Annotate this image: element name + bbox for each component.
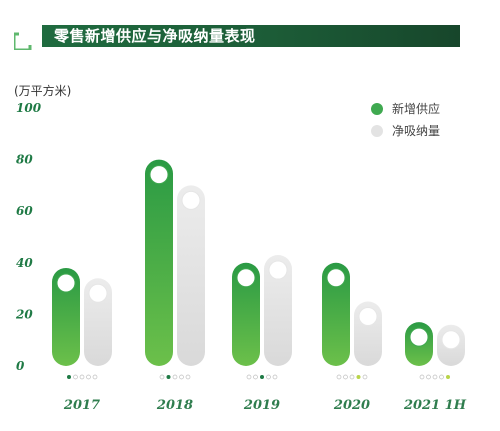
- bar-knob: [236, 268, 256, 288]
- x-tick-label: 2020: [333, 398, 370, 413]
- bar-supply-2021-1H: [405, 322, 433, 366]
- indicator-dot: [426, 374, 431, 380]
- bar-knob: [441, 330, 461, 350]
- indicator-dot: [79, 374, 85, 380]
- indicator-dot: [67, 375, 71, 379]
- bar-supply-2017: [52, 267, 80, 366]
- y-tick-label: 20: [15, 307, 33, 321]
- y-axis-unit: (万平方米): [14, 84, 72, 98]
- indicator-dot: [166, 375, 171, 379]
- legend-label-supply: 新增供应: [392, 101, 440, 116]
- chart-header: 零售新增供应与净吸纳量表现: [14, 22, 460, 50]
- bar-shape: [84, 278, 112, 366]
- bar-shape: [145, 159, 173, 366]
- title-band: [42, 25, 460, 47]
- bar-absorption-2017: [84, 278, 112, 366]
- bar-absorption-2019: [264, 255, 292, 366]
- legend-swatch-supply: [371, 103, 383, 115]
- indicator-dot: [343, 374, 348, 380]
- indicator-dot: [92, 374, 98, 380]
- indicator-dot: [439, 374, 444, 380]
- indicator-dot: [86, 374, 91, 380]
- x-tick-label: 2018: [156, 398, 193, 413]
- indicator-dot: [260, 375, 264, 379]
- bar-supply-2020: [322, 262, 350, 366]
- y-tick-label: 40: [16, 256, 33, 270]
- corner-bracket-icon: [14, 28, 36, 50]
- indicator-dot: [185, 374, 191, 380]
- legend-swatch-absorption: [371, 125, 383, 137]
- bar-knob: [88, 283, 108, 303]
- bar-shape: [232, 262, 260, 366]
- indicator-dot: [356, 375, 361, 379]
- indicator-dot: [253, 374, 258, 380]
- legend-label-absorption: 净吸纳量: [392, 124, 440, 138]
- bar-knob: [149, 165, 169, 185]
- bar-absorption-2021-1H: [437, 324, 465, 366]
- bar-knob: [268, 260, 288, 280]
- y-tick-label: 80: [16, 153, 33, 167]
- y-tick-label: 0: [16, 359, 25, 373]
- bar-knob: [181, 190, 201, 210]
- indicator-dot: [266, 374, 271, 380]
- x-tick-label: 2019: [243, 398, 280, 413]
- bar-shape: [177, 185, 205, 366]
- bar-absorption-2018: [177, 185, 205, 366]
- indicator-dot: [179, 374, 184, 380]
- indicator-dot: [272, 374, 278, 380]
- indicator-dot: [246, 374, 252, 380]
- bar-knob: [326, 268, 346, 288]
- indicator-dot: [432, 374, 438, 380]
- x-tick-label: 2021 1H: [403, 398, 467, 413]
- bar-supply-2019: [232, 262, 260, 366]
- bar-knob: [56, 273, 76, 293]
- indicator-dot: [159, 374, 165, 380]
- indicator-dot: [73, 374, 78, 380]
- bar-knob: [409, 327, 429, 347]
- indicator-dot: [419, 374, 425, 380]
- indicator-dot: [446, 375, 450, 379]
- bar-shape: [264, 255, 292, 366]
- bar-shape: [322, 262, 350, 366]
- bar-shape: [52, 267, 80, 366]
- indicator-dot: [172, 374, 178, 380]
- indicator-dot: [362, 374, 368, 380]
- y-tick-label: 60: [16, 204, 33, 218]
- indicator-dot: [336, 374, 342, 380]
- chart-title: 零售新增供应与净吸纳量表现: [54, 27, 256, 45]
- bar-absorption-2020: [354, 301, 382, 366]
- indicator-dot: [349, 374, 355, 380]
- bar-knob: [358, 307, 378, 326]
- y-tick-label: 100: [16, 101, 42, 115]
- x-tick-label: 2017: [63, 398, 100, 413]
- bar-supply-2018: [145, 159, 173, 366]
